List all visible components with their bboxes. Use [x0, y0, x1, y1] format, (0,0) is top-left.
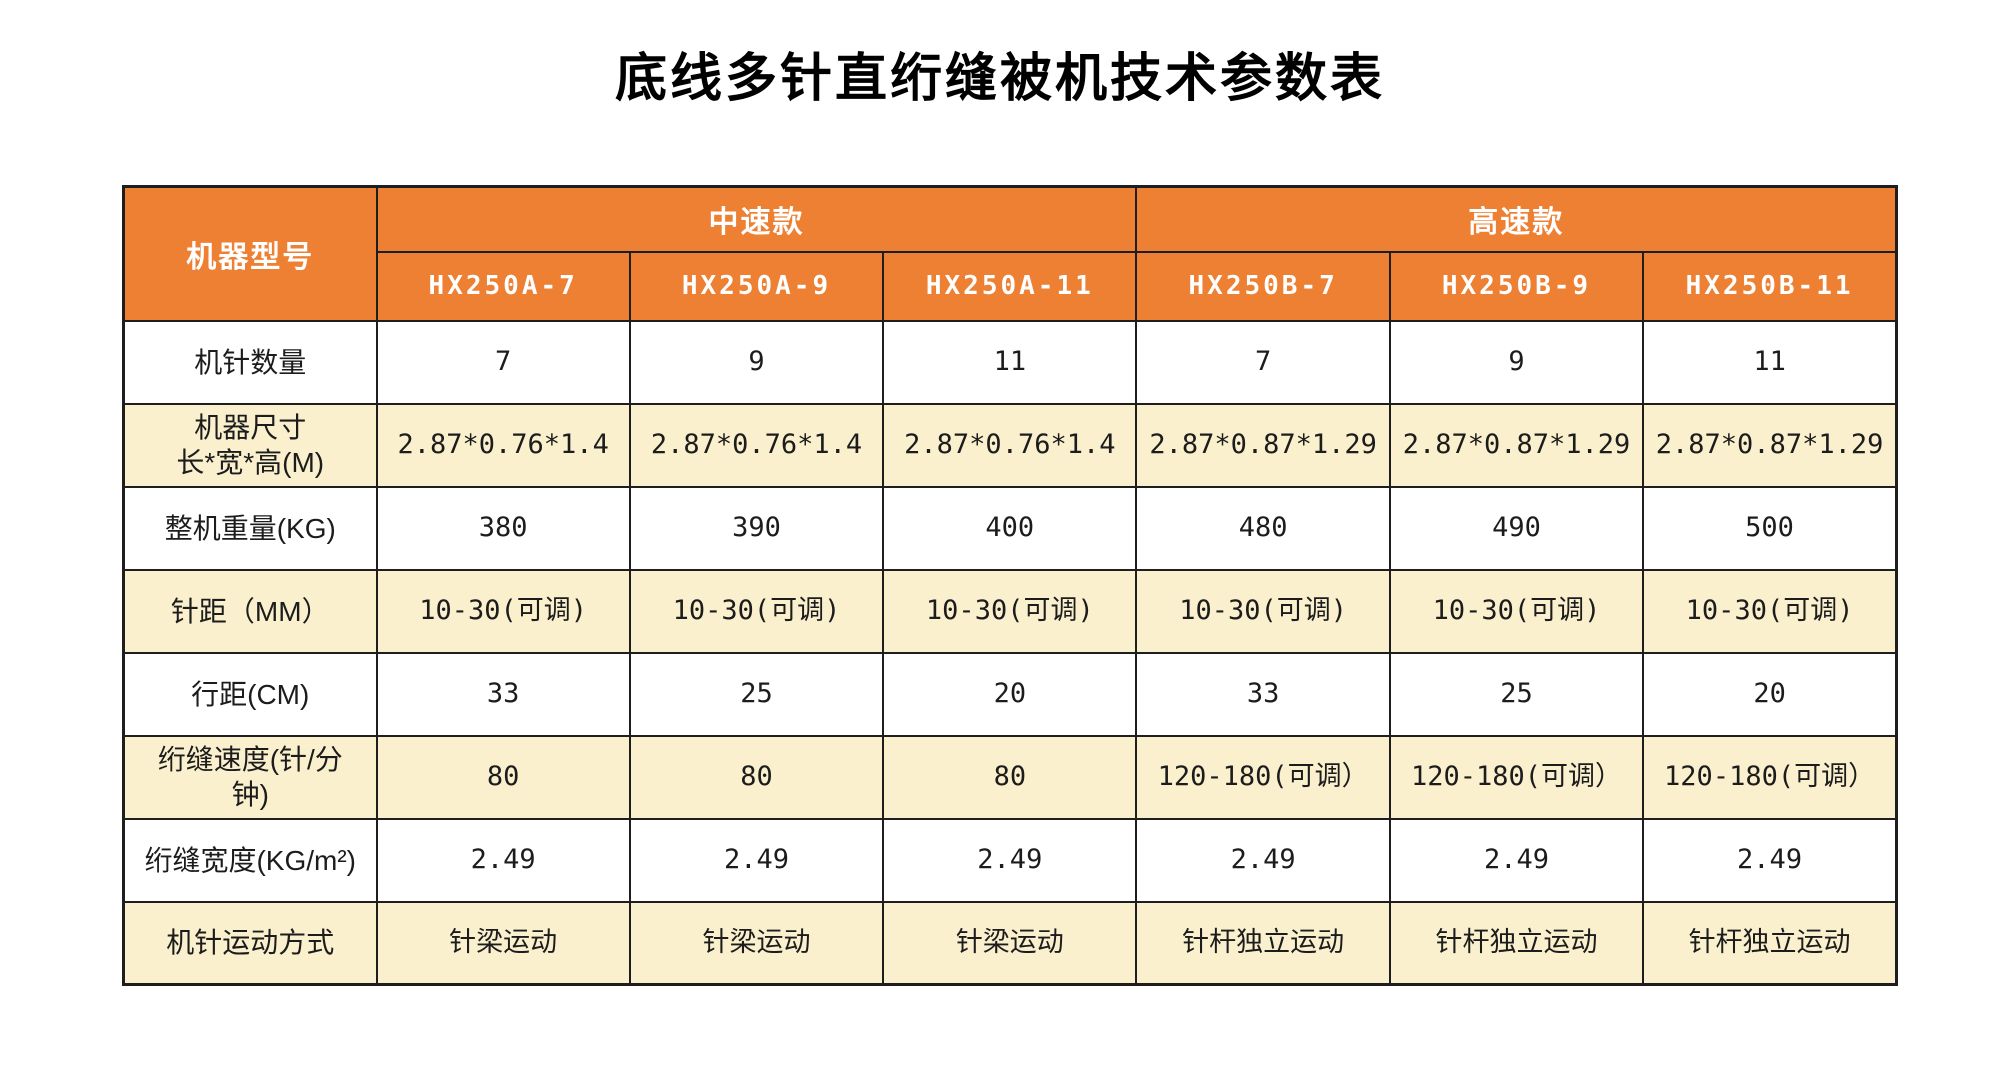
data-cell: 2.49	[1135, 817, 1391, 903]
data-cell: 9	[628, 319, 885, 405]
model-header: HX250B-7	[1135, 250, 1391, 322]
data-cell: 480	[1135, 485, 1391, 571]
data-cell: 10-30(可调)	[1642, 568, 1898, 654]
data-cell: 2.49	[1642, 817, 1898, 903]
data-cell: 2.49	[1388, 817, 1645, 903]
data-cell: 2.87*0.87*1.29	[1388, 402, 1645, 488]
row-label-cell: 机针数量	[122, 319, 378, 405]
table-row-needle-count: 机针数量 7 9 11 7 9 11	[122, 319, 1898, 405]
group-header-high-speed: 高速款	[1135, 185, 1898, 253]
data-cell: 25	[1388, 651, 1645, 737]
table-row-machine-size: 机器尺寸 长*宽*高(M) 2.87*0.76*1.4 2.87*0.76*1.…	[122, 402, 1898, 488]
data-cell: 120-180(可调）	[1642, 734, 1898, 820]
data-cell: 10-30(可调)	[1135, 568, 1391, 654]
data-cell: 20	[1642, 651, 1898, 737]
data-cell: 9	[1388, 319, 1645, 405]
data-cell: 400	[882, 485, 1138, 571]
model-header: HX250A-9	[628, 250, 885, 322]
data-cell: 2.87*0.87*1.29	[1642, 402, 1898, 488]
row-label-cell: 机针运动方式	[122, 900, 378, 986]
data-cell: 10-30(可调)	[628, 568, 885, 654]
row-label-cell: 针距（MM）	[122, 568, 378, 654]
page-title: 底线多针直绗缝被机技术参数表	[614, 50, 1385, 108]
model-header: HX250B-9	[1388, 250, 1645, 322]
data-cell: 2.49	[628, 817, 885, 903]
data-cell: 80	[628, 734, 885, 820]
model-header: HX250B-11	[1642, 250, 1898, 322]
data-cell: 20	[882, 651, 1138, 737]
data-cell: 2.87*0.76*1.4	[882, 402, 1138, 488]
data-cell: 120-180(可调）	[1135, 734, 1391, 820]
data-cell: 25	[628, 651, 885, 737]
data-cell: 2.87*0.87*1.29	[1135, 402, 1391, 488]
data-cell: 针杆独立运动	[1642, 900, 1898, 986]
data-cell: 2.87*0.76*1.4	[628, 402, 885, 488]
data-cell: 10-30(可调)	[375, 568, 631, 654]
row-label-cell: 机器尺寸 长*宽*高(M)	[122, 402, 378, 488]
data-cell: 390	[628, 485, 885, 571]
data-cell: 80	[882, 734, 1138, 820]
table-row-quilting-width: 绗缝宽度(KG/m²) 2.49 2.49 2.49 2.49 2.49 2.4…	[122, 817, 1898, 903]
model-header: HX250A-7	[375, 250, 631, 322]
data-cell: 120-180(可调）	[1388, 734, 1645, 820]
data-cell: 380	[375, 485, 631, 571]
data-cell: 500	[1642, 485, 1898, 571]
data-cell: 针梁运动	[628, 900, 885, 986]
row-label-cell: 行距(CM)	[122, 651, 378, 737]
data-cell: 10-30(可调)	[1388, 568, 1645, 654]
table-row-quilting-speed: 绗缝速度(针/分 钟) 80 80 80 120-180(可调） 120-180…	[122, 734, 1898, 820]
data-cell: 490	[1388, 485, 1645, 571]
table-row-machine-weight: 整机重量(KG) 380 390 400 480 490 500	[122, 485, 1898, 571]
data-cell: 针梁运动	[882, 900, 1138, 986]
data-cell: 2.87*0.76*1.4	[375, 402, 631, 488]
data-cell: 11	[1642, 319, 1898, 405]
corner-header-machine-model: 机器型号	[122, 185, 378, 322]
table-row-row-spacing: 行距(CM) 33 25 20 33 25 20	[122, 651, 1898, 737]
data-cell: 80	[375, 734, 631, 820]
model-header: HX250A-11	[882, 250, 1138, 322]
data-cell: 7	[1135, 319, 1391, 405]
row-label-cell: 整机重量(KG)	[122, 485, 378, 571]
data-cell: 针杆独立运动	[1135, 900, 1391, 986]
data-cell: 33	[375, 651, 631, 737]
data-cell: 针梁运动	[375, 900, 631, 986]
data-cell: 10-30(可调)	[882, 568, 1138, 654]
group-header-medium-speed: 中速款	[375, 185, 1138, 253]
data-cell: 7	[375, 319, 631, 405]
data-cell: 33	[1135, 651, 1391, 737]
data-cell: 针杆独立运动	[1388, 900, 1645, 986]
row-label-cell: 绗缝速度(针/分 钟)	[122, 734, 378, 820]
data-cell: 2.49	[882, 817, 1138, 903]
table-row-needle-motion: 机针运动方式 针梁运动 针梁运动 针梁运动 针杆独立运动 针杆独立运动 针杆独立…	[122, 900, 1898, 986]
spec-table: 机器型号 中速款 高速款 HX250A-7 HX250A-9 HX250A-11…	[122, 185, 1898, 986]
row-label-cell: 绗缝宽度(KG/m²)	[122, 817, 378, 903]
table-row-needle-pitch: 针距（MM） 10-30(可调) 10-30(可调) 10-30(可调) 10-…	[122, 568, 1898, 654]
data-cell: 2.49	[375, 817, 631, 903]
data-cell: 11	[882, 319, 1138, 405]
